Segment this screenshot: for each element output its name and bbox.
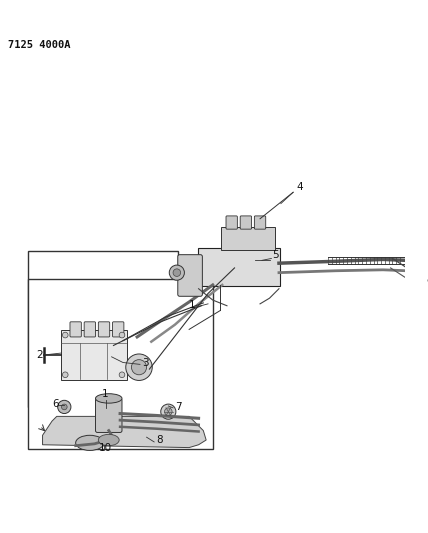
Circle shape <box>62 404 67 410</box>
FancyBboxPatch shape <box>178 255 202 296</box>
Circle shape <box>126 354 152 381</box>
Text: 2: 2 <box>36 350 42 360</box>
Circle shape <box>169 265 184 280</box>
Ellipse shape <box>76 435 104 450</box>
FancyBboxPatch shape <box>226 216 238 229</box>
FancyBboxPatch shape <box>84 322 95 337</box>
Ellipse shape <box>95 394 122 403</box>
Text: 10: 10 <box>98 443 111 454</box>
Text: 4: 4 <box>296 182 303 192</box>
Text: 6: 6 <box>52 399 59 409</box>
Circle shape <box>119 372 125 377</box>
Text: 1: 1 <box>189 300 196 310</box>
Ellipse shape <box>98 434 119 446</box>
FancyBboxPatch shape <box>95 398 122 432</box>
FancyBboxPatch shape <box>60 330 127 379</box>
FancyBboxPatch shape <box>221 227 275 250</box>
FancyBboxPatch shape <box>113 322 124 337</box>
Circle shape <box>161 404 176 419</box>
FancyBboxPatch shape <box>70 322 81 337</box>
Circle shape <box>131 360 146 375</box>
Text: 9: 9 <box>426 278 428 288</box>
Text: 7: 7 <box>175 402 181 412</box>
Text: 7125 4000A: 7125 4000A <box>8 41 70 51</box>
Bar <box>28 279 213 449</box>
Polygon shape <box>42 416 206 448</box>
Circle shape <box>119 332 125 338</box>
FancyBboxPatch shape <box>254 216 266 229</box>
Circle shape <box>164 408 172 415</box>
FancyBboxPatch shape <box>198 248 280 286</box>
Text: 3: 3 <box>142 358 149 368</box>
Circle shape <box>58 400 71 414</box>
Bar <box>28 251 178 407</box>
Circle shape <box>62 332 68 338</box>
Text: 1: 1 <box>102 390 109 399</box>
FancyBboxPatch shape <box>240 216 252 229</box>
Circle shape <box>173 269 181 277</box>
FancyBboxPatch shape <box>98 322 110 337</box>
Text: 5: 5 <box>272 251 279 261</box>
Text: 8: 8 <box>156 435 163 445</box>
Circle shape <box>420 285 428 294</box>
Circle shape <box>62 372 68 377</box>
